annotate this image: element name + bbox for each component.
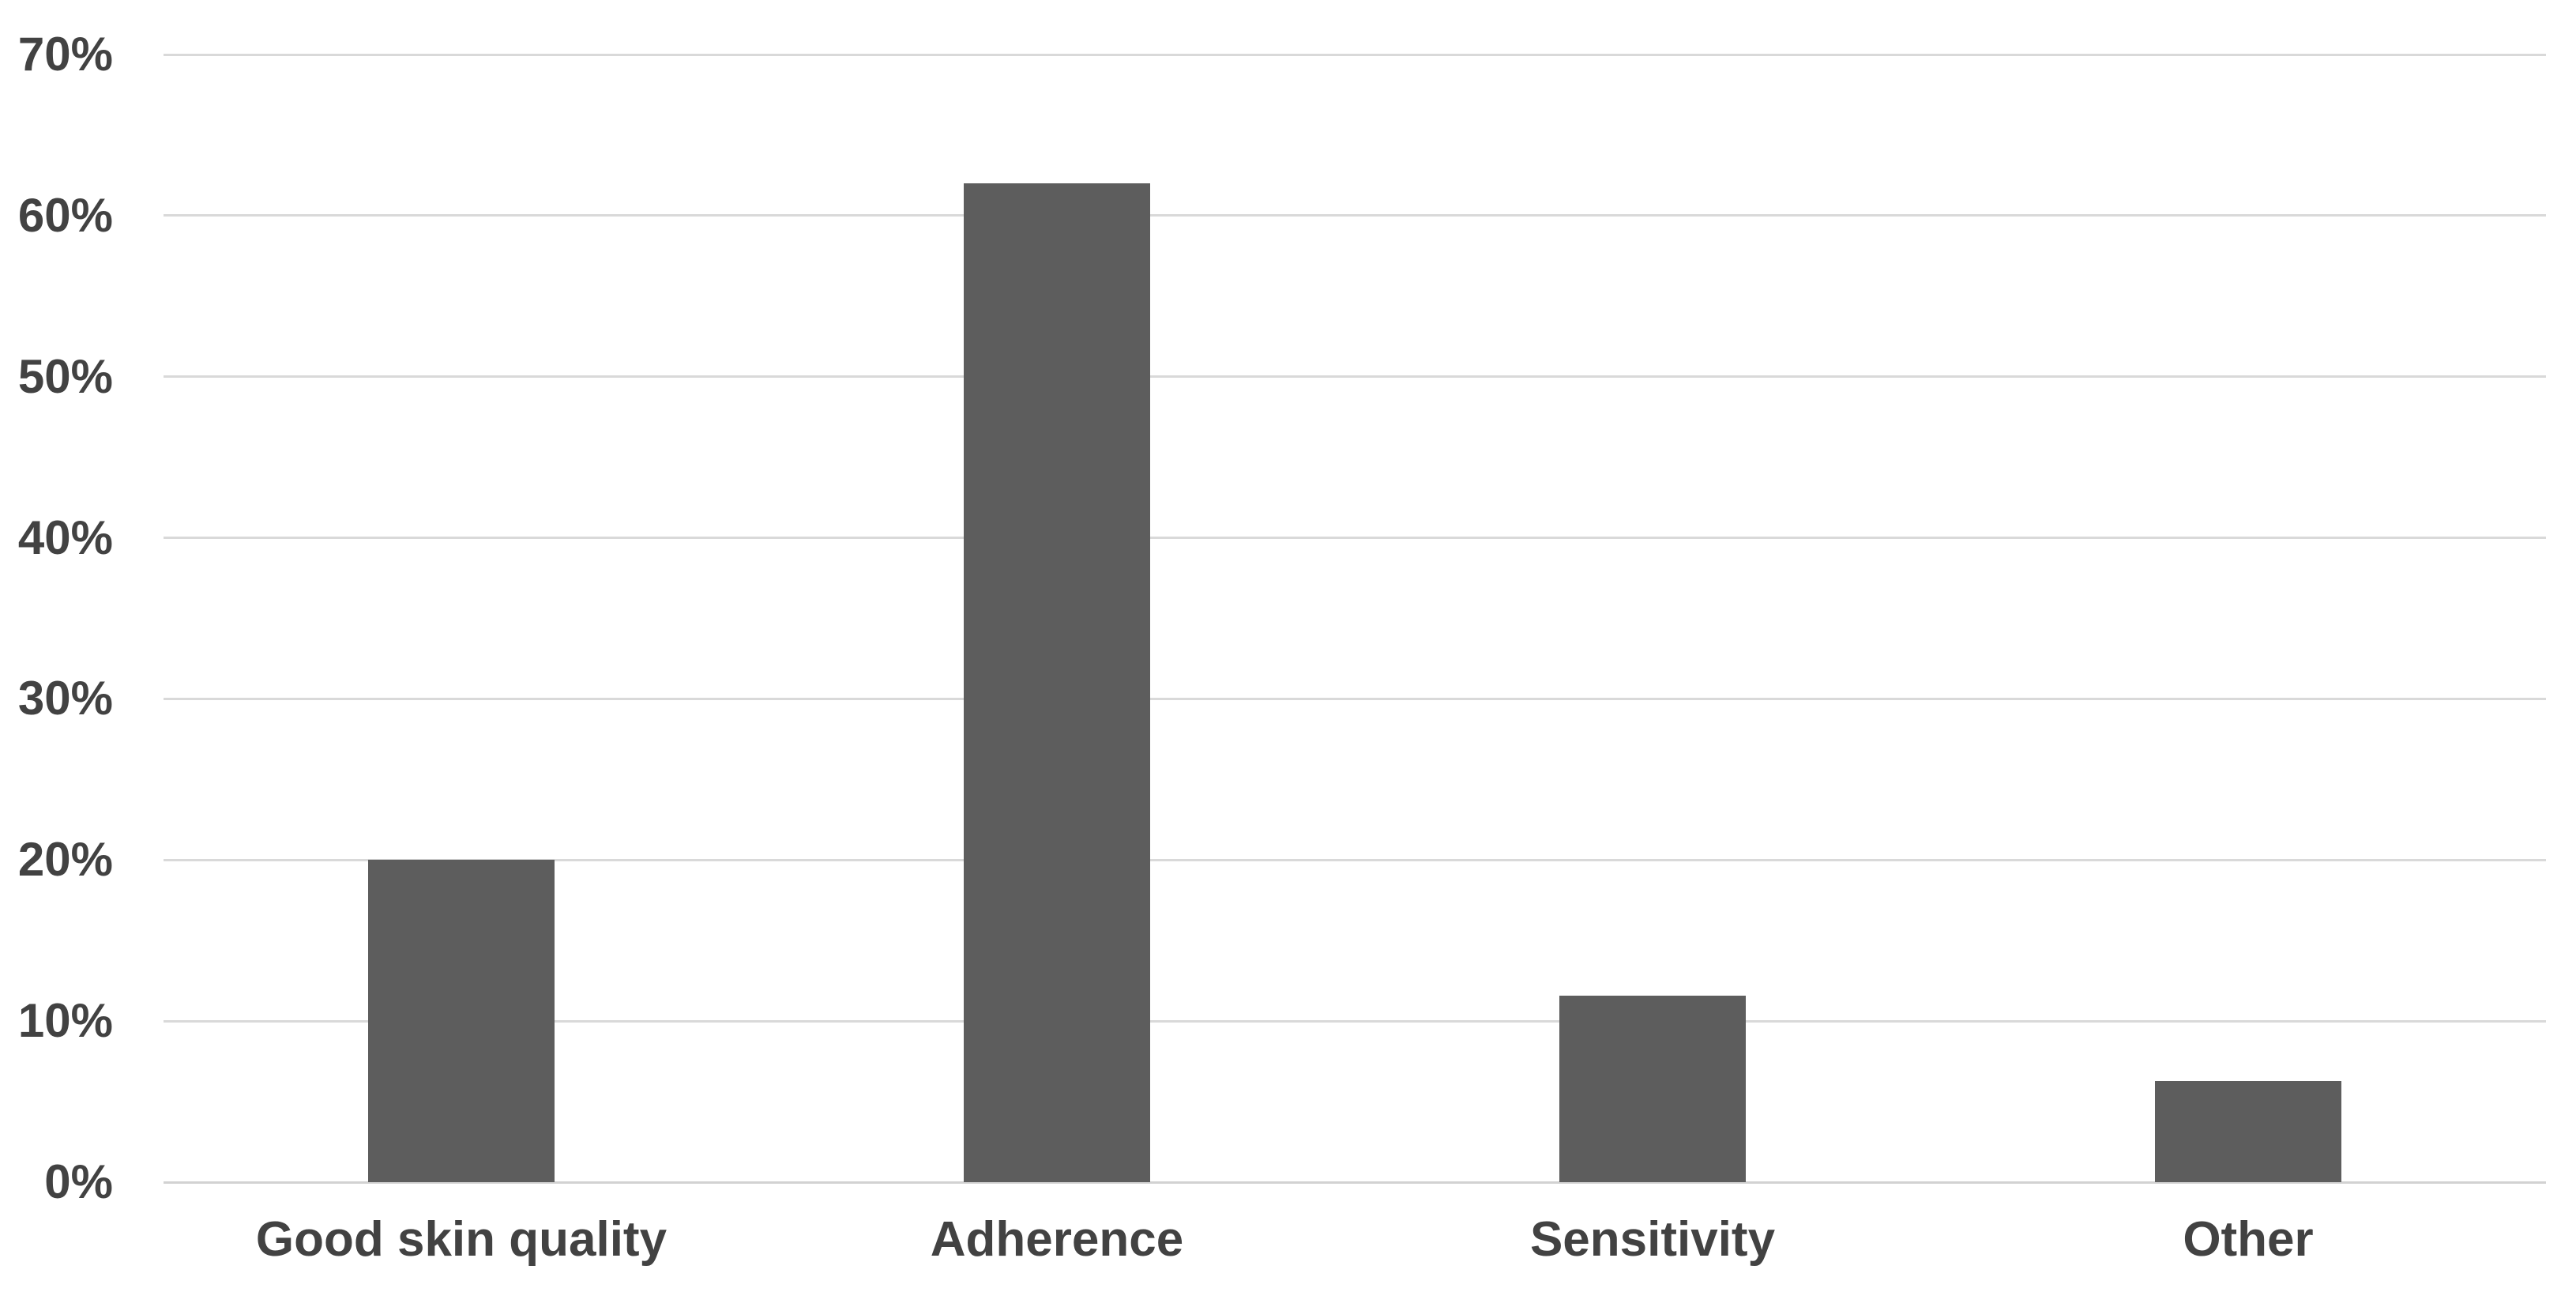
y-gridline xyxy=(164,858,2546,861)
y-gridline xyxy=(164,697,2546,700)
bar-good-skin-quality xyxy=(368,860,555,1182)
y-tick-label: 30% xyxy=(17,672,113,725)
bar-sensitivity xyxy=(1559,995,1746,1182)
y-gridline xyxy=(164,375,2546,379)
y-tick-label: 60% xyxy=(17,188,113,242)
x-axis-line xyxy=(164,1181,2546,1184)
y-tick-label: 10% xyxy=(17,994,113,1048)
y-tick-label: 50% xyxy=(17,349,113,403)
bar-other xyxy=(2155,1080,2341,1182)
y-gridline xyxy=(164,214,2546,217)
y-tick-label: 40% xyxy=(17,510,113,564)
y-tick-label: 70% xyxy=(17,28,113,81)
y-gridline xyxy=(164,53,2546,56)
y-tick-label: 20% xyxy=(17,833,113,887)
x-category-label-good-skin-quality: Good skin quality xyxy=(255,1212,668,1267)
y-tick-label: 0% xyxy=(44,1155,113,1208)
y-gridline xyxy=(164,1019,2546,1023)
y-gridline xyxy=(164,537,2546,540)
bar-adherence xyxy=(964,183,1150,1182)
x-category-label-other: Other xyxy=(2183,1212,2314,1267)
x-category-label-adherence: Adherence xyxy=(930,1212,1184,1267)
x-category-label-sensitivity: Sensitivity xyxy=(1529,1212,1776,1267)
